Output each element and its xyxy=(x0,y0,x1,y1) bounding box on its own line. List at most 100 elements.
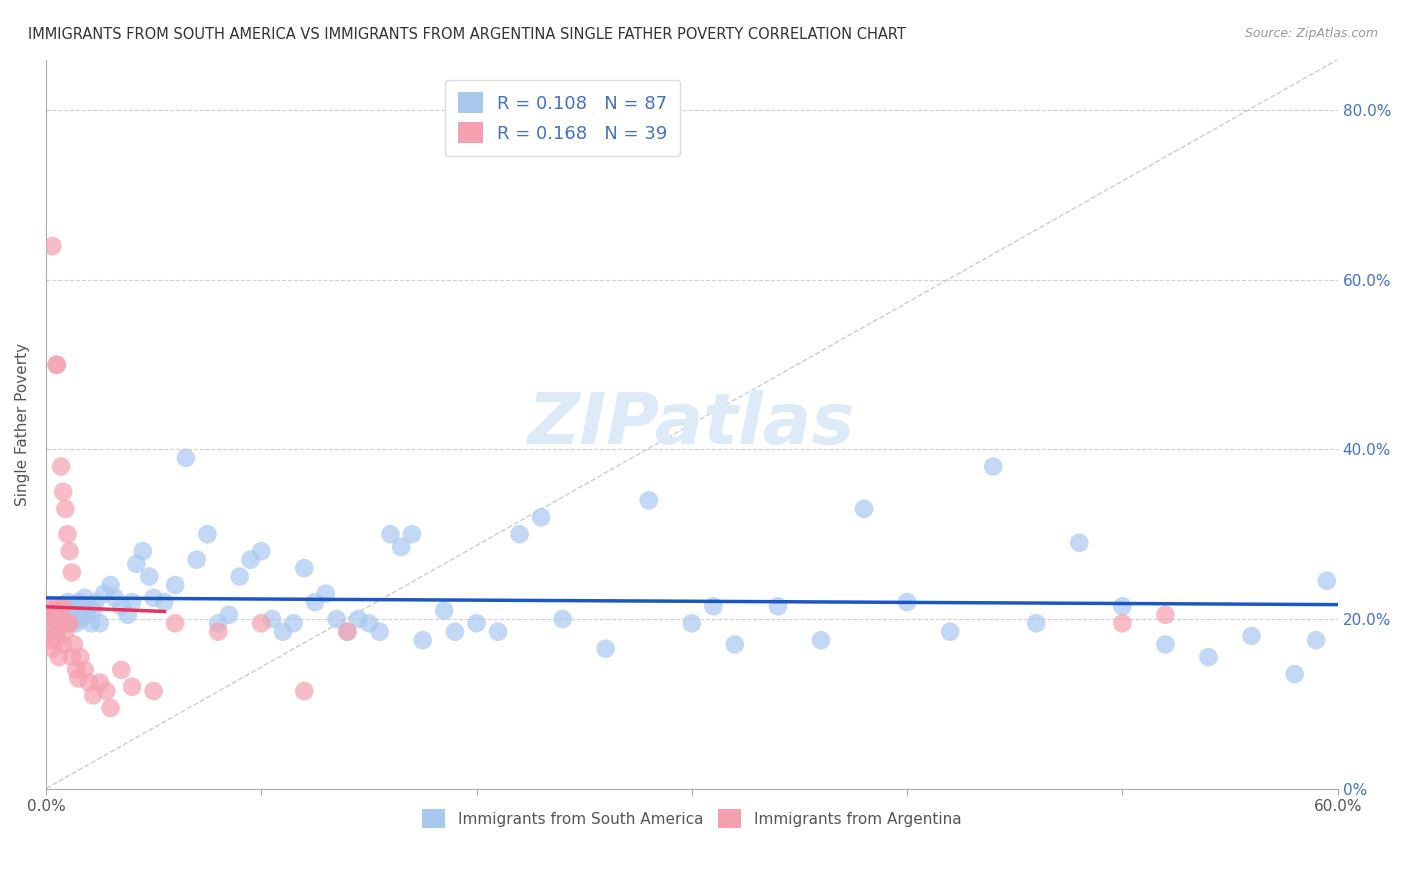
Point xyxy=(45,599,67,614)
Point xyxy=(766,599,789,614)
Point xyxy=(52,603,75,617)
Point xyxy=(52,599,75,614)
Text: IMMIGRANTS FROM SOUTH AMERICA VS IMMIGRANTS FROM ARGENTINA SINGLE FATHER POVERTY: IMMIGRANTS FROM SOUTH AMERICA VS IMMIGRA… xyxy=(28,27,905,42)
Point xyxy=(41,603,63,617)
Point xyxy=(48,607,70,622)
Point xyxy=(132,544,155,558)
Point xyxy=(433,603,456,617)
Point xyxy=(100,578,122,592)
Point xyxy=(89,675,111,690)
Point xyxy=(121,680,143,694)
Point xyxy=(63,607,86,622)
Legend: Immigrants from South America, Immigrants from Argentina: Immigrants from South America, Immigrant… xyxy=(415,802,969,836)
Point xyxy=(60,566,83,580)
Point xyxy=(325,612,347,626)
Point xyxy=(59,616,82,631)
Point xyxy=(39,599,62,614)
Point xyxy=(1198,650,1220,665)
Point xyxy=(73,663,96,677)
Point xyxy=(44,612,66,626)
Point xyxy=(117,607,139,622)
Point xyxy=(283,616,305,631)
Point xyxy=(486,624,509,639)
Point xyxy=(347,612,370,626)
Point xyxy=(60,650,83,665)
Point xyxy=(69,650,91,665)
Point xyxy=(41,607,63,622)
Point xyxy=(44,612,66,626)
Point xyxy=(77,599,100,614)
Point xyxy=(1025,616,1047,631)
Point xyxy=(271,624,294,639)
Point xyxy=(357,616,380,631)
Text: Source: ZipAtlas.com: Source: ZipAtlas.com xyxy=(1244,27,1378,40)
Point xyxy=(1316,574,1339,588)
Point xyxy=(65,616,87,631)
Point xyxy=(76,607,98,622)
Point xyxy=(1069,535,1091,549)
Point xyxy=(250,544,273,558)
Point xyxy=(724,637,747,651)
Text: ZIPatlas: ZIPatlas xyxy=(529,390,855,458)
Point xyxy=(260,612,283,626)
Point xyxy=(368,624,391,639)
Point xyxy=(637,493,659,508)
Point xyxy=(48,599,70,614)
Point xyxy=(53,612,76,626)
Point xyxy=(52,637,75,651)
Point xyxy=(89,616,111,631)
Point xyxy=(121,595,143,609)
Point xyxy=(530,510,553,524)
Point xyxy=(981,459,1004,474)
Point xyxy=(853,501,876,516)
Point xyxy=(380,527,402,541)
Point xyxy=(56,616,79,631)
Point xyxy=(304,595,326,609)
Point xyxy=(110,663,132,677)
Point xyxy=(39,616,62,631)
Point xyxy=(1111,616,1133,631)
Point xyxy=(56,527,79,541)
Point xyxy=(69,612,91,626)
Point xyxy=(292,561,315,575)
Point xyxy=(80,616,103,631)
Point xyxy=(82,603,104,617)
Point xyxy=(72,599,94,614)
Point xyxy=(1111,599,1133,614)
Point xyxy=(207,616,229,631)
Y-axis label: Single Father Poverty: Single Father Poverty xyxy=(15,343,30,506)
Point xyxy=(153,595,176,609)
Point xyxy=(41,239,63,253)
Point xyxy=(174,450,197,465)
Point xyxy=(142,684,165,698)
Point xyxy=(53,501,76,516)
Point xyxy=(96,684,118,698)
Point xyxy=(73,591,96,605)
Point xyxy=(45,358,67,372)
Point xyxy=(1284,667,1306,681)
Point xyxy=(142,591,165,605)
Point xyxy=(65,663,87,677)
Point xyxy=(59,544,82,558)
Point xyxy=(77,675,100,690)
Point xyxy=(412,633,434,648)
Point xyxy=(49,459,72,474)
Point xyxy=(67,671,90,685)
Point xyxy=(56,595,79,609)
Point xyxy=(41,641,63,656)
Point xyxy=(207,624,229,639)
Point xyxy=(1154,607,1177,622)
Point xyxy=(82,688,104,702)
Point xyxy=(595,641,617,656)
Point xyxy=(67,595,90,609)
Point xyxy=(702,599,724,614)
Point xyxy=(63,637,86,651)
Point xyxy=(1305,633,1327,648)
Point xyxy=(551,612,574,626)
Point xyxy=(939,624,962,639)
Point xyxy=(84,595,107,609)
Point xyxy=(444,624,467,639)
Point xyxy=(138,569,160,583)
Point xyxy=(45,633,67,648)
Point xyxy=(37,607,59,622)
